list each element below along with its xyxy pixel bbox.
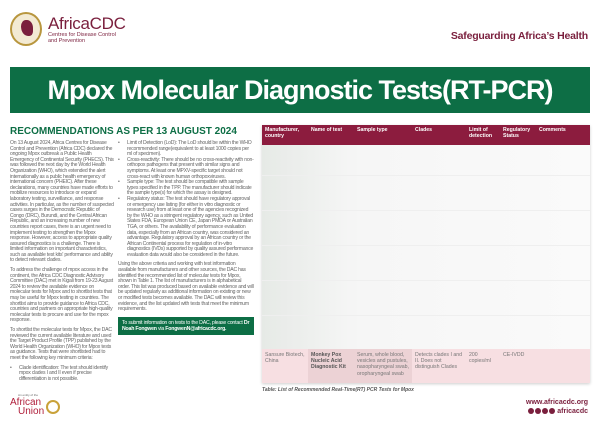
- table-cell: CE-IVDD: [503, 352, 525, 358]
- table-cell: Detects clades I and II. Does not distin…: [415, 352, 463, 371]
- brand-name: AfricaCDC: [48, 13, 126, 33]
- header-cell: Comments: [539, 127, 566, 133]
- contact-name: Dr Noah Fongwen: [122, 319, 250, 333]
- au-entity-text: An entity of the: [18, 393, 39, 397]
- social-links: africacdc: [526, 407, 588, 416]
- table-cell: Monkey Pox Nucleic Acid Diagnostic Kit: [308, 349, 354, 383]
- au-name-2: Union: [18, 405, 45, 417]
- header-cell: Sample type: [357, 127, 388, 133]
- text-column-1: On 13 August 2024, Africa Centres for Di…: [10, 140, 114, 383]
- submit-info-box: To submit information on tests to the DA…: [118, 316, 254, 336]
- header-cell: Name of test: [311, 127, 343, 133]
- african-union-logo: An entity of the African Union: [10, 393, 61, 419]
- x-icon[interactable]: [528, 408, 535, 415]
- header-cell: Clades: [415, 127, 433, 133]
- paragraph: To address the challenge of mpox access …: [10, 267, 113, 324]
- africa-cdc-logo: AfricaCDC Centres for Disease Control an…: [10, 12, 126, 46]
- table-cell: [536, 349, 590, 383]
- recommended-tests-table: Manufacturer, country Name of test Sampl…: [262, 125, 590, 383]
- faded-table-body: [262, 145, 590, 349]
- au-emblem-icon: [46, 399, 61, 414]
- criteria-item: Regulatory status: The test should have …: [118, 196, 254, 259]
- paragraph: Using the above criteria and working wit…: [118, 261, 254, 313]
- submit-via: via: [156, 326, 166, 333]
- table-cell: 200 copies/ml: [469, 352, 491, 365]
- brand-sub-2: and Prevention: [48, 37, 85, 44]
- criteria-item: Cross-reactivity: There should be no cro…: [118, 157, 254, 180]
- table-caption: Table: List of Recommended Real-Time(RT)…: [262, 387, 414, 393]
- tagline: Safeguarding Africa’s Health: [450, 30, 588, 42]
- criteria-item: Limit of Detection (LoD): The LoD should…: [118, 140, 254, 158]
- table-cell: Sansure Biotech, China: [265, 352, 305, 365]
- youtube-icon[interactable]: [542, 408, 549, 415]
- social-handle[interactable]: africacdc: [557, 408, 588, 415]
- website-link[interactable]: www.africacdc.org: [526, 399, 588, 406]
- africa-cdc-emblem-icon: [10, 12, 42, 46]
- footer-contact: www.africacdc.org africacdc: [526, 398, 588, 416]
- table-cell: Serum, whole blood, vesicles and pustule…: [354, 349, 412, 383]
- criteria-item: Clade identification: The test should id…: [10, 365, 114, 383]
- submit-text: To submit information on tests to the DA…: [122, 319, 244, 326]
- facebook-icon[interactable]: [535, 408, 542, 415]
- contact-email-link[interactable]: FongwenN@africacdc.org.: [165, 326, 227, 333]
- section-heading: RECOMMENDATIONS AS PER 13 AUGUST 2024: [10, 126, 237, 137]
- brand-sub: Centres for Disease Control: [48, 31, 116, 38]
- header-cell: Regulatory Status: [503, 127, 531, 140]
- au-name: African: [10, 396, 42, 408]
- header-cell: Limit of detection: [469, 127, 493, 140]
- instagram-icon[interactable]: [549, 408, 556, 415]
- table-header: Manufacturer, country Name of test Sampl…: [262, 125, 590, 145]
- paragraph: On 13 August 2024, Africa Centres for Di…: [10, 140, 114, 264]
- criteria-item: Sample type: The test should be compatib…: [118, 179, 254, 197]
- table-row: Sansure Biotech, China Monkey Pox Nuclei…: [262, 349, 590, 383]
- page-title: Mpox Molecular Diagnostic Tests(RT-PCR): [10, 67, 590, 113]
- paragraph: To shortlist the molecular tests for Mpo…: [10, 327, 112, 361]
- text-column-2: Limit of Detection (LoD): The LoD should…: [118, 140, 254, 336]
- header-cell: Manufacturer, country: [265, 127, 300, 140]
